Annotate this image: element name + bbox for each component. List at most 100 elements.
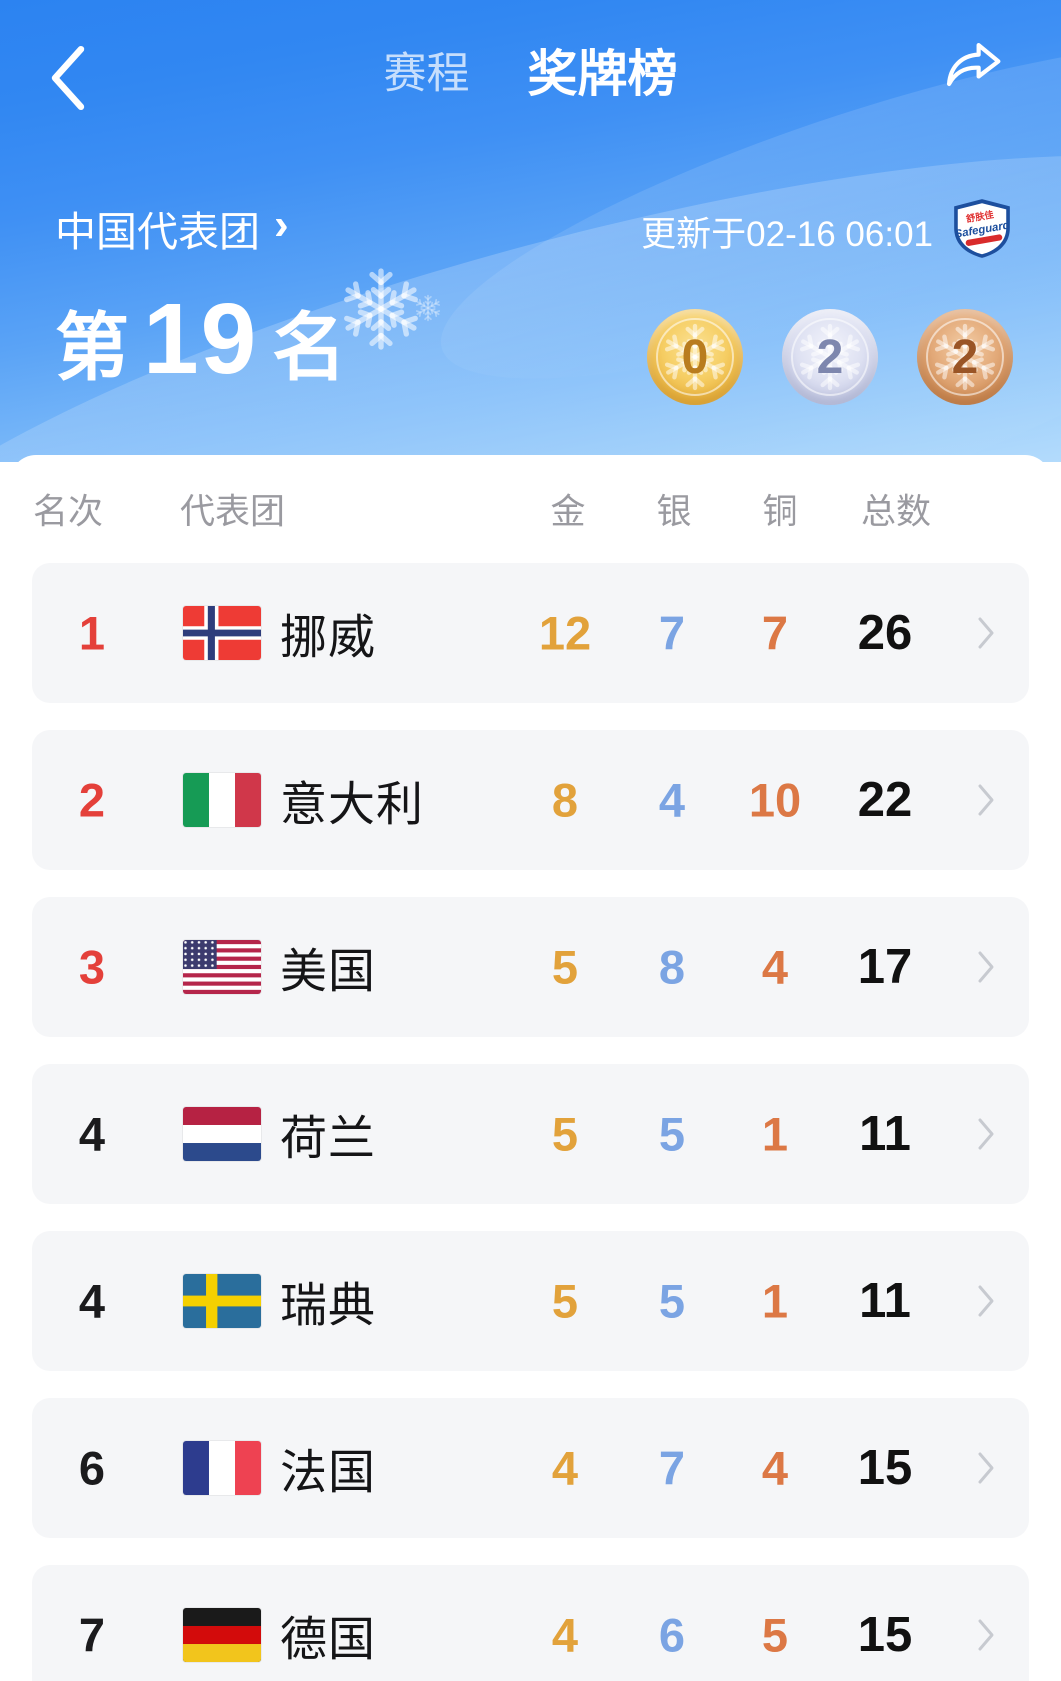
silver-count: 4 (658, 773, 686, 827)
country-name: 荷兰 (280, 1111, 376, 1165)
chevron-right-icon (976, 950, 996, 984)
silver-count: 5 (658, 1274, 686, 1328)
bronze-count: 4 (761, 940, 789, 994)
rank-prefix: 第 (55, 306, 129, 389)
country-name: 美国 (280, 944, 376, 998)
country-name: 瑞典 (280, 1278, 376, 1332)
bronze-count: 10 (748, 773, 802, 827)
medal-table-panel: 名次 代表团 金 银 铜 总数 1 挪威 12 7 7 26 2 意大利 8 4… (10, 455, 1051, 1681)
table-row[interactable]: 3 美国 5 8 4 17 (32, 897, 1029, 1037)
share-button[interactable] (945, 40, 1003, 104)
sponsor-label-cn: 舒肤佳 (965, 208, 995, 224)
chevron-right-icon (976, 1117, 996, 1151)
country-flag (183, 773, 261, 827)
silver-count: 5 (658, 1107, 686, 1161)
total-count: 22 (857, 773, 913, 827)
row-rank: 1 (78, 606, 106, 660)
snowflake-icon (414, 294, 442, 322)
chevron-right-icon (976, 783, 996, 817)
silver-count: 7 (658, 1441, 686, 1495)
col-gold-label: 金 (550, 492, 586, 532)
rank-suffix: 名 (272, 306, 347, 389)
team-link[interactable]: 中国代表团 › (55, 198, 289, 258)
gold-medal-count: 0 (681, 330, 709, 384)
row-rank: 7 (78, 1608, 106, 1662)
total-count: 11 (859, 1107, 911, 1161)
table-header: 名次 代表团 金 银 铜 总数 (10, 481, 1051, 537)
table-row[interactable]: 2 意大利 8 4 10 22 (32, 730, 1029, 870)
coin-ring (656, 318, 734, 396)
team-link-label: 中国代表团 (55, 209, 260, 255)
country-flag (183, 1608, 261, 1662)
silver-medal-count: 2 (816, 330, 844, 384)
table-row[interactable]: 7 德国 4 6 5 15 (32, 1565, 1029, 1681)
total-count: 11 (859, 1274, 911, 1328)
medal-table-rows: 1 挪威 12 7 7 26 2 意大利 8 4 10 22 3 美国 5 8 … (10, 563, 1051, 1681)
total-count: 15 (857, 1608, 913, 1662)
sponsor-logo-safeguard: 舒肤佳 Safeguard (949, 198, 1015, 260)
rank-number: 19 (143, 283, 259, 395)
app-header: 赛程 奖牌榜 (0, 0, 1061, 140)
chevron-right-icon (976, 1618, 996, 1652)
country-flag (183, 606, 261, 660)
country-flag (183, 1107, 261, 1161)
chevron-right-icon: › (274, 200, 289, 249)
total-count: 15 (857, 1441, 913, 1495)
row-rank: 6 (78, 1441, 106, 1495)
medal-gold-coin: 0 (647, 309, 743, 405)
total-count: 17 (857, 940, 913, 994)
bronze-count: 4 (761, 1441, 789, 1495)
header-tabs: 赛程 奖牌榜 (0, 0, 1061, 140)
tab-medal-table[interactable]: 奖牌榜 (527, 46, 678, 102)
row-rank: 2 (78, 773, 106, 827)
silver-count: 7 (658, 606, 686, 660)
medal-bronze-coin: 2 (917, 309, 1013, 405)
country-flag (183, 1274, 261, 1328)
coin-ring (926, 318, 1004, 396)
silver-count: 6 (658, 1608, 686, 1662)
col-bronze-label: 铜 (762, 492, 798, 532)
gold-count: 5 (551, 1107, 579, 1161)
updated-timestamp: 更新于02-16 06:01 (641, 215, 933, 254)
silver-count: 8 (658, 940, 686, 994)
hero-background (0, 0, 1061, 462)
table-row[interactable]: 1 挪威 12 7 7 26 (32, 563, 1029, 703)
chevron-right-icon (976, 616, 996, 650)
row-rank: 4 (78, 1107, 106, 1161)
back-icon (42, 45, 94, 118)
row-rank: 3 (78, 940, 106, 994)
back-button[interactable] (42, 42, 102, 114)
country-name: 挪威 (280, 610, 376, 664)
col-team-label: 代表团 (180, 492, 286, 532)
total-count: 26 (857, 606, 913, 660)
bronze-count: 1 (761, 1107, 789, 1161)
share-icon (945, 43, 1003, 96)
bronze-count: 1 (761, 1274, 789, 1328)
gold-count: 4 (551, 1608, 579, 1662)
chevron-right-icon (976, 1451, 996, 1485)
row-rank: 4 (78, 1274, 106, 1328)
tab-schedule[interactable]: 赛程 (383, 50, 470, 98)
country-name: 德国 (280, 1612, 376, 1666)
bronze-medal-count: 2 (951, 330, 979, 384)
table-row[interactable]: 4 荷兰 5 5 1 11 (32, 1064, 1029, 1204)
gold-count: 8 (551, 773, 579, 827)
country-name: 意大利 (280, 777, 424, 831)
col-silver-label: 银 (656, 492, 692, 532)
snowflake-icon (338, 266, 424, 352)
gold-count: 5 (551, 940, 579, 994)
chevron-right-icon (976, 1284, 996, 1318)
gold-count: 5 (551, 1274, 579, 1328)
country-flag (183, 1441, 261, 1495)
medal-silver-coin: 2 (782, 309, 878, 405)
col-rank-label: 名次 (33, 492, 104, 532)
bronze-count: 5 (761, 1608, 789, 1662)
table-row[interactable]: 6 法国 4 7 4 15 (32, 1398, 1029, 1538)
gold-count: 12 (538, 606, 592, 660)
col-total-label: 总数 (860, 492, 931, 532)
country-name: 法国 (280, 1445, 376, 1499)
country-flag (183, 940, 261, 994)
coin-ring (791, 318, 869, 396)
gold-count: 4 (551, 1441, 579, 1495)
table-row[interactable]: 4 瑞典 5 5 1 11 (32, 1231, 1029, 1371)
